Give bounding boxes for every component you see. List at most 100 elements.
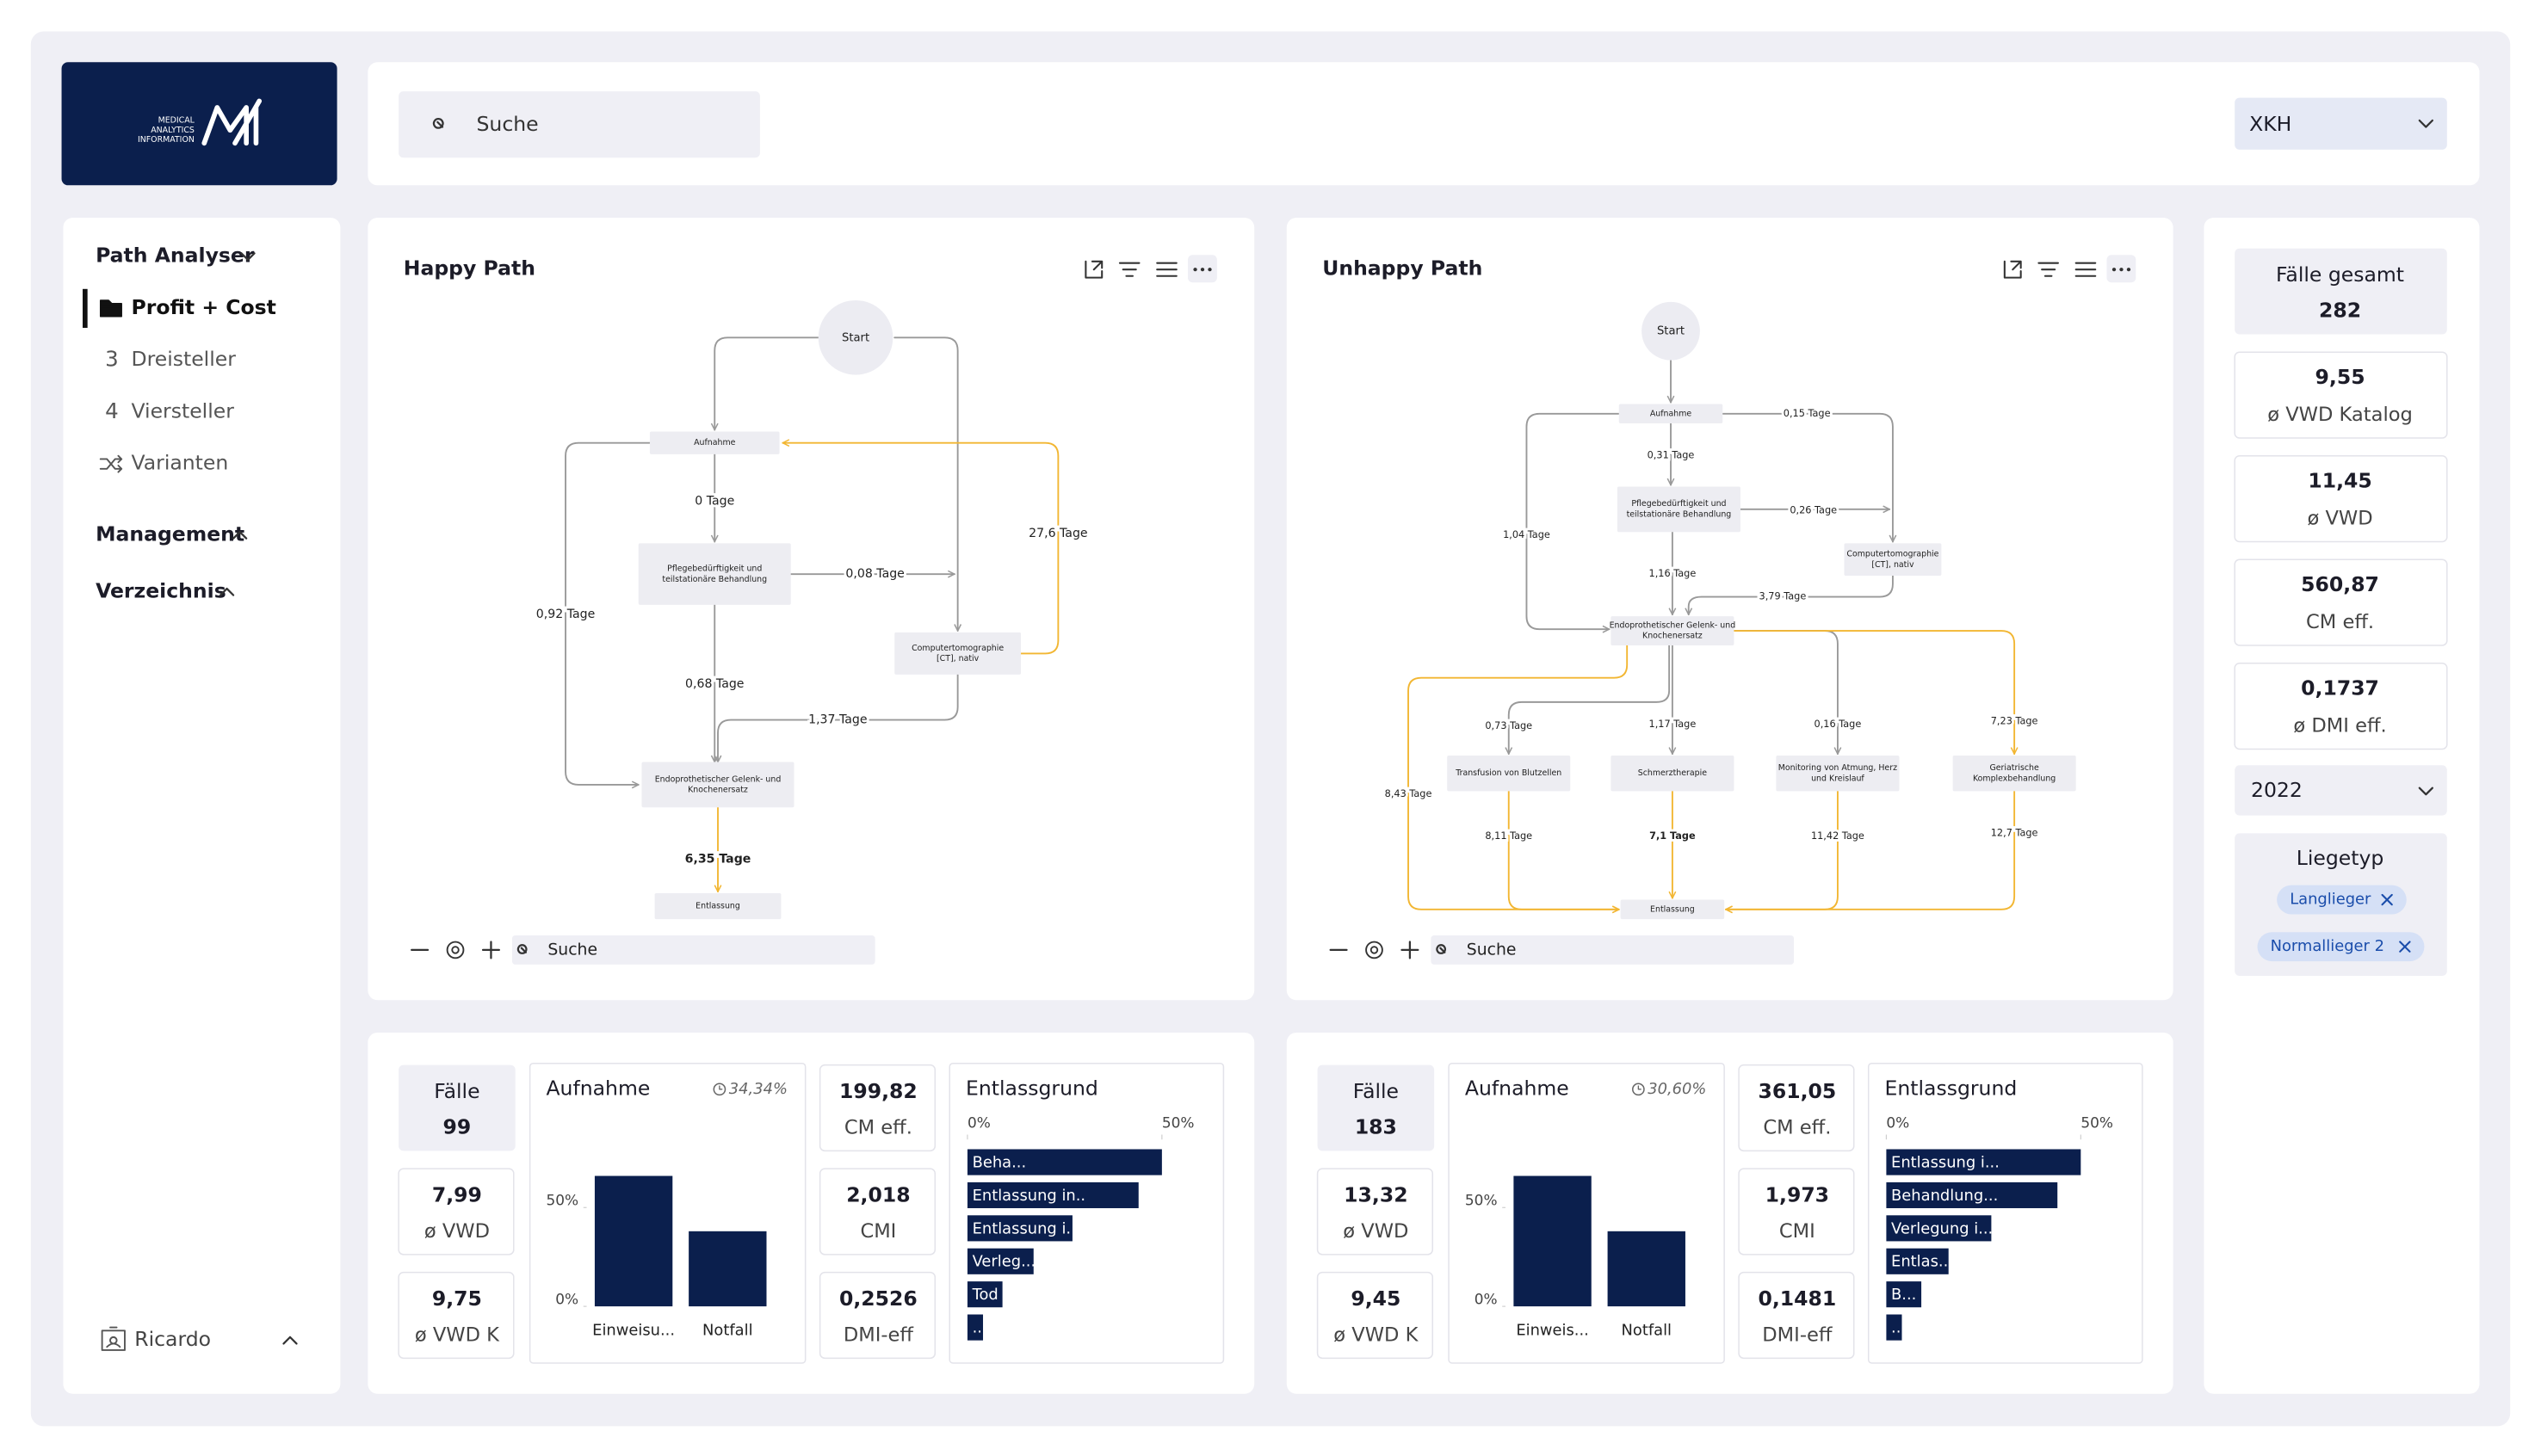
node-label: Entlassung <box>696 902 740 911</box>
kpi-box <box>2234 454 2448 543</box>
graph-search-box[interactable] <box>511 935 875 965</box>
edge-label: 6,35 Tage <box>685 852 751 866</box>
zoom-in-button[interactable] <box>481 941 500 959</box>
tag[interactable] <box>2277 885 2407 915</box>
nav-item[interactable]: Dreisteller <box>131 347 236 371</box>
bar <box>1886 1248 1949 1274</box>
tag-remove[interactable] <box>2381 893 2393 906</box>
open-button[interactable] <box>1085 260 1104 279</box>
edge-label: 7,23 Tage <box>1991 715 2038 726</box>
shuffle-icon <box>99 454 123 473</box>
bar <box>967 1149 1162 1175</box>
total-value: 282 <box>2319 299 2361 323</box>
edge-label: 1,04 Tage <box>1503 529 1550 540</box>
edge-label: 0 Tage <box>695 494 734 508</box>
kpi-box <box>1738 1064 1855 1152</box>
bar <box>1886 1149 2081 1175</box>
kpi-label: CM eff. <box>844 1117 912 1139</box>
search-box[interactable] <box>399 91 760 158</box>
node-label: Aufnahme <box>694 438 736 447</box>
edge <box>1733 630 2014 756</box>
kpi-box <box>1316 1271 1434 1360</box>
kpi-label: ø VWD <box>424 1220 490 1243</box>
y-tick-label: 0% <box>1475 1291 1498 1308</box>
kpi-value: 9,55 <box>2315 365 2365 389</box>
kpi-box <box>2234 558 2448 646</box>
edge-label: 1,17 Tage <box>1649 719 1697 730</box>
open-button[interactable] <box>2003 260 2022 279</box>
user-name[interactable]: Ricardo <box>134 1327 211 1351</box>
kpi-value: 13,32 <box>1344 1183 1407 1207</box>
kpi-label: DMI-eff <box>1762 1323 1833 1346</box>
chart-title: Entlassgrund <box>966 1076 1098 1100</box>
filter-button[interactable] <box>2037 262 2060 277</box>
clinic-select[interactable] <box>2235 97 2447 150</box>
x-tick-label: Notfall <box>702 1321 753 1339</box>
graph-search-box[interactable] <box>1431 935 1795 965</box>
kpi-label: ø VWD <box>2307 508 2372 530</box>
clinic-select-value: XKH <box>2249 112 2291 136</box>
reset-button[interactable] <box>446 941 465 959</box>
tag-remove[interactable] <box>2399 941 2411 953</box>
total-box <box>2235 248 2447 335</box>
kpi-box <box>819 1064 937 1152</box>
node <box>1617 486 1740 533</box>
nav-section[interactable]: Path Analyser <box>96 244 255 268</box>
node-label: Computertomographie <box>912 644 1004 653</box>
bar <box>1886 1181 2058 1209</box>
path-panel <box>1286 217 2173 1001</box>
kpi-label: ø VWD K <box>1333 1323 1419 1346</box>
nav-item[interactable]: Varianten <box>131 451 228 475</box>
edge <box>893 336 957 632</box>
node <box>638 543 791 605</box>
nav-item[interactable]: Profit + Cost <box>131 295 275 319</box>
reset-button[interactable] <box>1365 941 1383 959</box>
chevron <box>219 587 235 596</box>
edge <box>1725 790 2016 909</box>
kpi-value: 7,99 <box>432 1183 482 1207</box>
bar <box>967 1248 1034 1274</box>
edge-label: 3,79 Tage <box>1759 591 1807 602</box>
nav-group[interactable]: Management <box>96 521 244 546</box>
bar-label: ... <box>1891 1319 1906 1337</box>
zoom-in-button[interactable] <box>1400 941 1419 959</box>
clock-icon <box>1632 1083 1645 1096</box>
edge-label: 0,08 Tage <box>845 567 904 581</box>
kpi-label: ø VWD K <box>415 1323 500 1346</box>
search-icon <box>516 944 528 954</box>
chevron <box>2418 787 2433 796</box>
list-button[interactable] <box>1156 262 1178 277</box>
bar <box>967 1314 984 1341</box>
filter-button[interactable] <box>1118 262 1141 277</box>
edge <box>1509 645 1671 756</box>
tag[interactable] <box>2257 932 2425 962</box>
nav-panel <box>63 217 341 1394</box>
node-label: Knochenersatz <box>688 786 748 795</box>
kpi-box <box>398 1168 515 1255</box>
bar <box>1886 1281 1922 1308</box>
list-button[interactable] <box>2074 262 2097 277</box>
chevron <box>282 1336 298 1345</box>
cases-value: 183 <box>1355 1115 1397 1139</box>
node <box>1641 301 1700 361</box>
bar <box>1607 1231 1685 1307</box>
bar <box>967 1215 1073 1242</box>
clock-icon <box>713 1083 726 1096</box>
kpi-value: 9,45 <box>1351 1286 1400 1311</box>
y-tick-label: 50% <box>1465 1192 1498 1209</box>
year-select[interactable] <box>2235 765 2447 816</box>
node-label: teilstationäre Behandlung <box>662 575 767 584</box>
bar <box>967 1181 1139 1209</box>
nav-group[interactable]: Verzeichnis <box>96 578 226 602</box>
kpi-value: 199,82 <box>839 1079 918 1103</box>
edge-label: 0,73 Tage <box>1485 720 1532 731</box>
edge <box>1689 575 1894 616</box>
path-title: Happy Path <box>404 256 535 281</box>
kpi-value: 2,018 <box>846 1183 910 1207</box>
folder-icon <box>99 299 122 318</box>
bar <box>1886 1314 1902 1341</box>
nav-item[interactable]: Viersteller <box>131 398 234 423</box>
x-tick-label: 50% <box>2080 1114 2113 1131</box>
edge-label: 12,7 Tage <box>1991 827 2038 838</box>
